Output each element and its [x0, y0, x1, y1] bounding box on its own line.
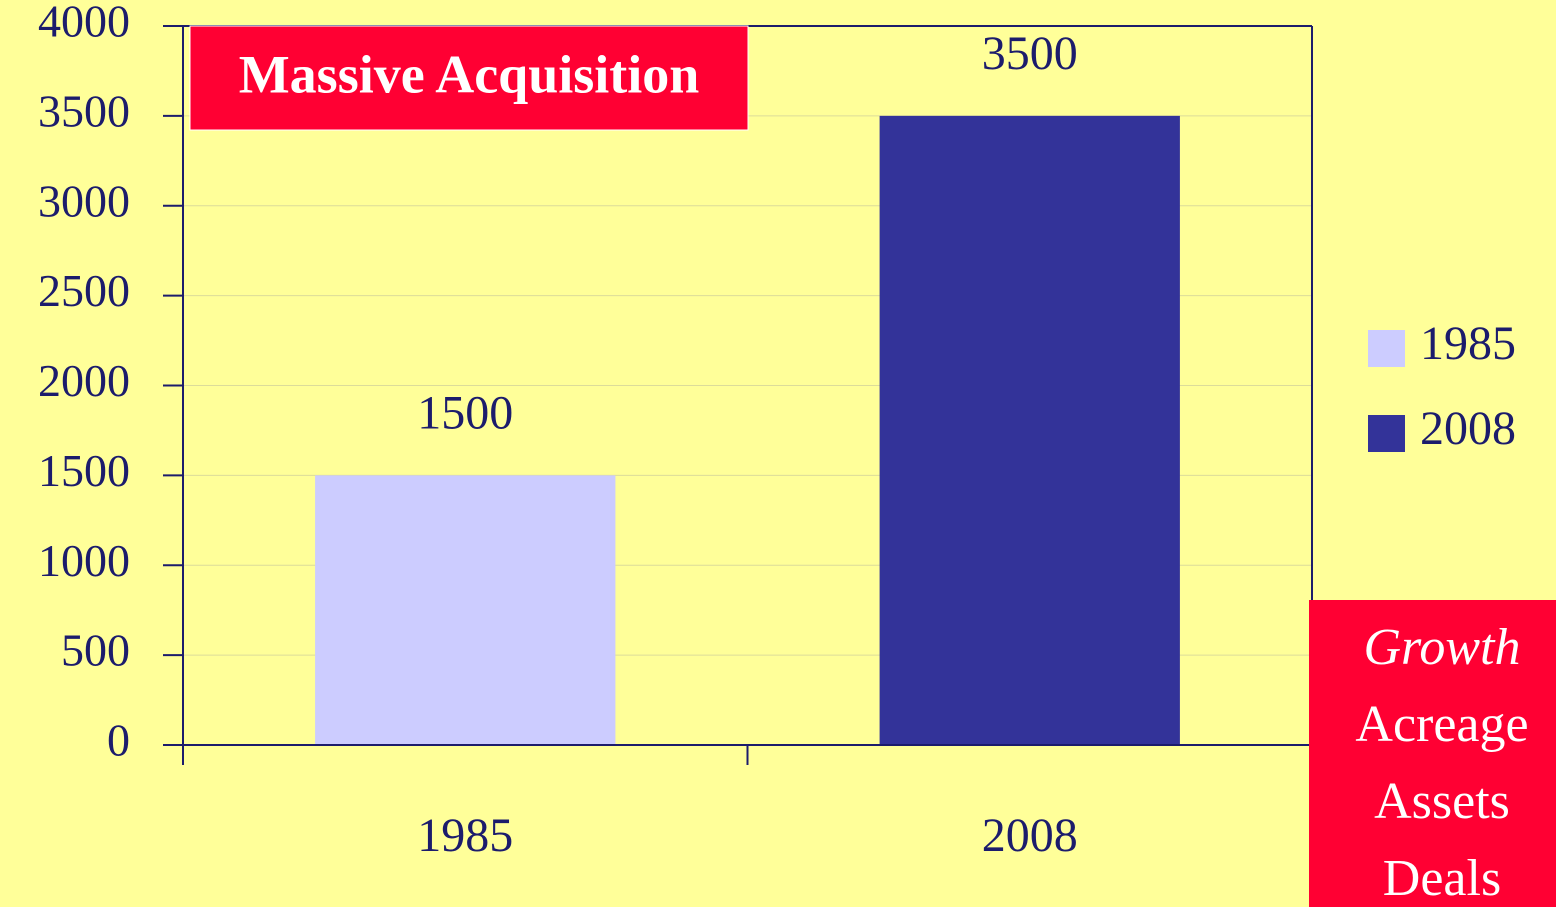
- annotation: Massive Acquisition: [239, 44, 700, 104]
- legend-swatch: [1368, 415, 1405, 452]
- annotation-line: Acreage: [1355, 696, 1528, 753]
- annotation-box: [1309, 600, 1556, 907]
- y-tick-label: 0: [107, 715, 130, 766]
- bar: [315, 475, 616, 745]
- y-tick-label: 4000: [38, 0, 130, 47]
- y-tick-label: 1000: [38, 535, 130, 586]
- legend-label: 2008: [1420, 402, 1516, 455]
- y-tick-label: 2000: [38, 355, 130, 406]
- y-tick-label: 3000: [38, 175, 130, 226]
- y-tick-label: 1500: [38, 445, 130, 496]
- value-label: 1500: [417, 386, 513, 439]
- annotation-line: Growth: [1364, 619, 1521, 676]
- x-tick-label: 2008: [982, 809, 1078, 862]
- y-tick-label: 3500: [38, 85, 130, 136]
- y-tick-label: 500: [61, 625, 130, 676]
- y-tick-label: 2500: [38, 265, 130, 316]
- annotation-box: [189, 25, 749, 131]
- bar: [879, 115, 1180, 745]
- annotation-line: Assets: [1374, 773, 1510, 830]
- x-tick-label: 1985: [417, 809, 513, 862]
- legend-label: 1985: [1420, 317, 1516, 370]
- annotation-line: Deals: [1383, 850, 1501, 907]
- value-label: 3500: [982, 27, 1078, 80]
- legend-swatch: [1368, 330, 1405, 367]
